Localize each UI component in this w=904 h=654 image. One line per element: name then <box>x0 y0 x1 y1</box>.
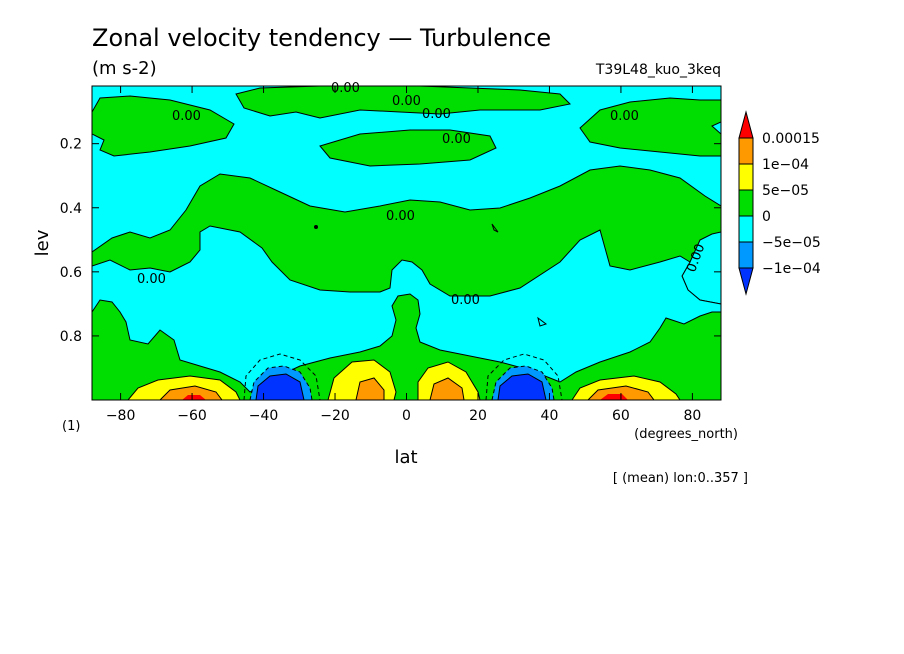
x-tick-label: 20 <box>469 408 487 424</box>
y-tick-label: 0.4 <box>60 201 82 217</box>
x-tick-label: 60 <box>612 408 630 424</box>
x-tick-label: −80 <box>106 408 136 424</box>
x-tick-label: 0 <box>402 408 411 424</box>
x-tick-label: −60 <box>177 408 207 424</box>
contour-label: 0.00 <box>392 94 421 109</box>
x-tick-label: 40 <box>541 408 559 424</box>
contour-label: 0.00 <box>442 132 471 147</box>
legend-label: 0.00015 <box>762 131 820 147</box>
blue-min-left <box>255 373 305 400</box>
legend-swatch-top <box>738 110 754 139</box>
contour-scrap-2 <box>537 316 548 327</box>
neg-contour-right-outer <box>485 353 563 400</box>
orange-core-left <box>159 385 223 400</box>
x-units-label: (degrees_north) <box>634 427 738 442</box>
units-label: (m s-2) <box>92 58 157 79</box>
blue-min-right <box>497 373 547 400</box>
y-units-label: (1) <box>62 419 80 434</box>
x-axis: −80 −60 −40 −20 0 20 40 60 80 <box>106 86 701 424</box>
x-tick-label: 80 <box>683 408 701 424</box>
contour-label: 0.00 <box>137 272 166 287</box>
green-blob-upper-right <box>579 97 721 157</box>
legend-swatch <box>738 215 754 243</box>
green-blob-upper-left <box>92 95 235 157</box>
contour-scrap-1 <box>491 223 499 233</box>
y-axis: 0.2 0.4 0.6 0.8 <box>60 137 721 345</box>
legend-label: 1e−04 <box>762 157 809 173</box>
run-name: T39L48_kuo_3keq <box>595 62 721 78</box>
legend-label: 0 <box>762 209 771 225</box>
orange-core-center-right <box>429 377 465 400</box>
green-blob-upper-center <box>319 129 497 167</box>
x-tick-label: −20 <box>320 408 350 424</box>
chart-title: Zonal velocity tendency — Turbulence <box>92 24 551 52</box>
y-axis-label: lev <box>32 229 53 256</box>
legend-swatch <box>738 241 754 269</box>
x-tick-label: −40 <box>249 408 279 424</box>
color-legend: 0.00015 1e−04 5e−05 0 −5e−05 −1e−04 <box>738 110 821 296</box>
legend-swatch-bottom <box>738 267 754 296</box>
y-tick-label: 0.2 <box>60 137 82 153</box>
legend-label: −1e−04 <box>762 261 821 277</box>
contour-label: 0.00 <box>422 107 451 122</box>
contour-scrap-3 <box>314 225 318 229</box>
neg-contour-left-outer <box>243 353 321 400</box>
green-lower-band <box>92 293 721 400</box>
y-tick-label: 0.8 <box>60 329 82 345</box>
legend-swatch <box>738 189 754 217</box>
green-blob-top-center <box>235 86 572 119</box>
contour-label: 0.00 <box>451 293 480 308</box>
x-axis-label: lat <box>394 447 417 468</box>
legend-swatch <box>738 137 754 165</box>
contour-label: 0.00 <box>172 109 201 124</box>
plot-area <box>92 86 721 400</box>
footnote: [ (mean) lon:0..357 ] <box>613 471 748 486</box>
contour-label: 0.00 <box>331 81 360 96</box>
red-peak-left <box>182 395 206 400</box>
contour-label: 0.00 <box>610 109 639 124</box>
orange-core-center-left <box>355 377 385 400</box>
y-tick-label: 0.6 <box>60 265 82 281</box>
contour-label: 0.00 <box>386 209 415 224</box>
legend-label: 5e−05 <box>762 183 809 199</box>
contour-labels: 0.00 0.00 0.00 0.00 0.00 0.00 0.00 0.00 … <box>137 81 708 308</box>
legend-swatch <box>738 163 754 191</box>
legend-label: −5e−05 <box>762 235 821 251</box>
